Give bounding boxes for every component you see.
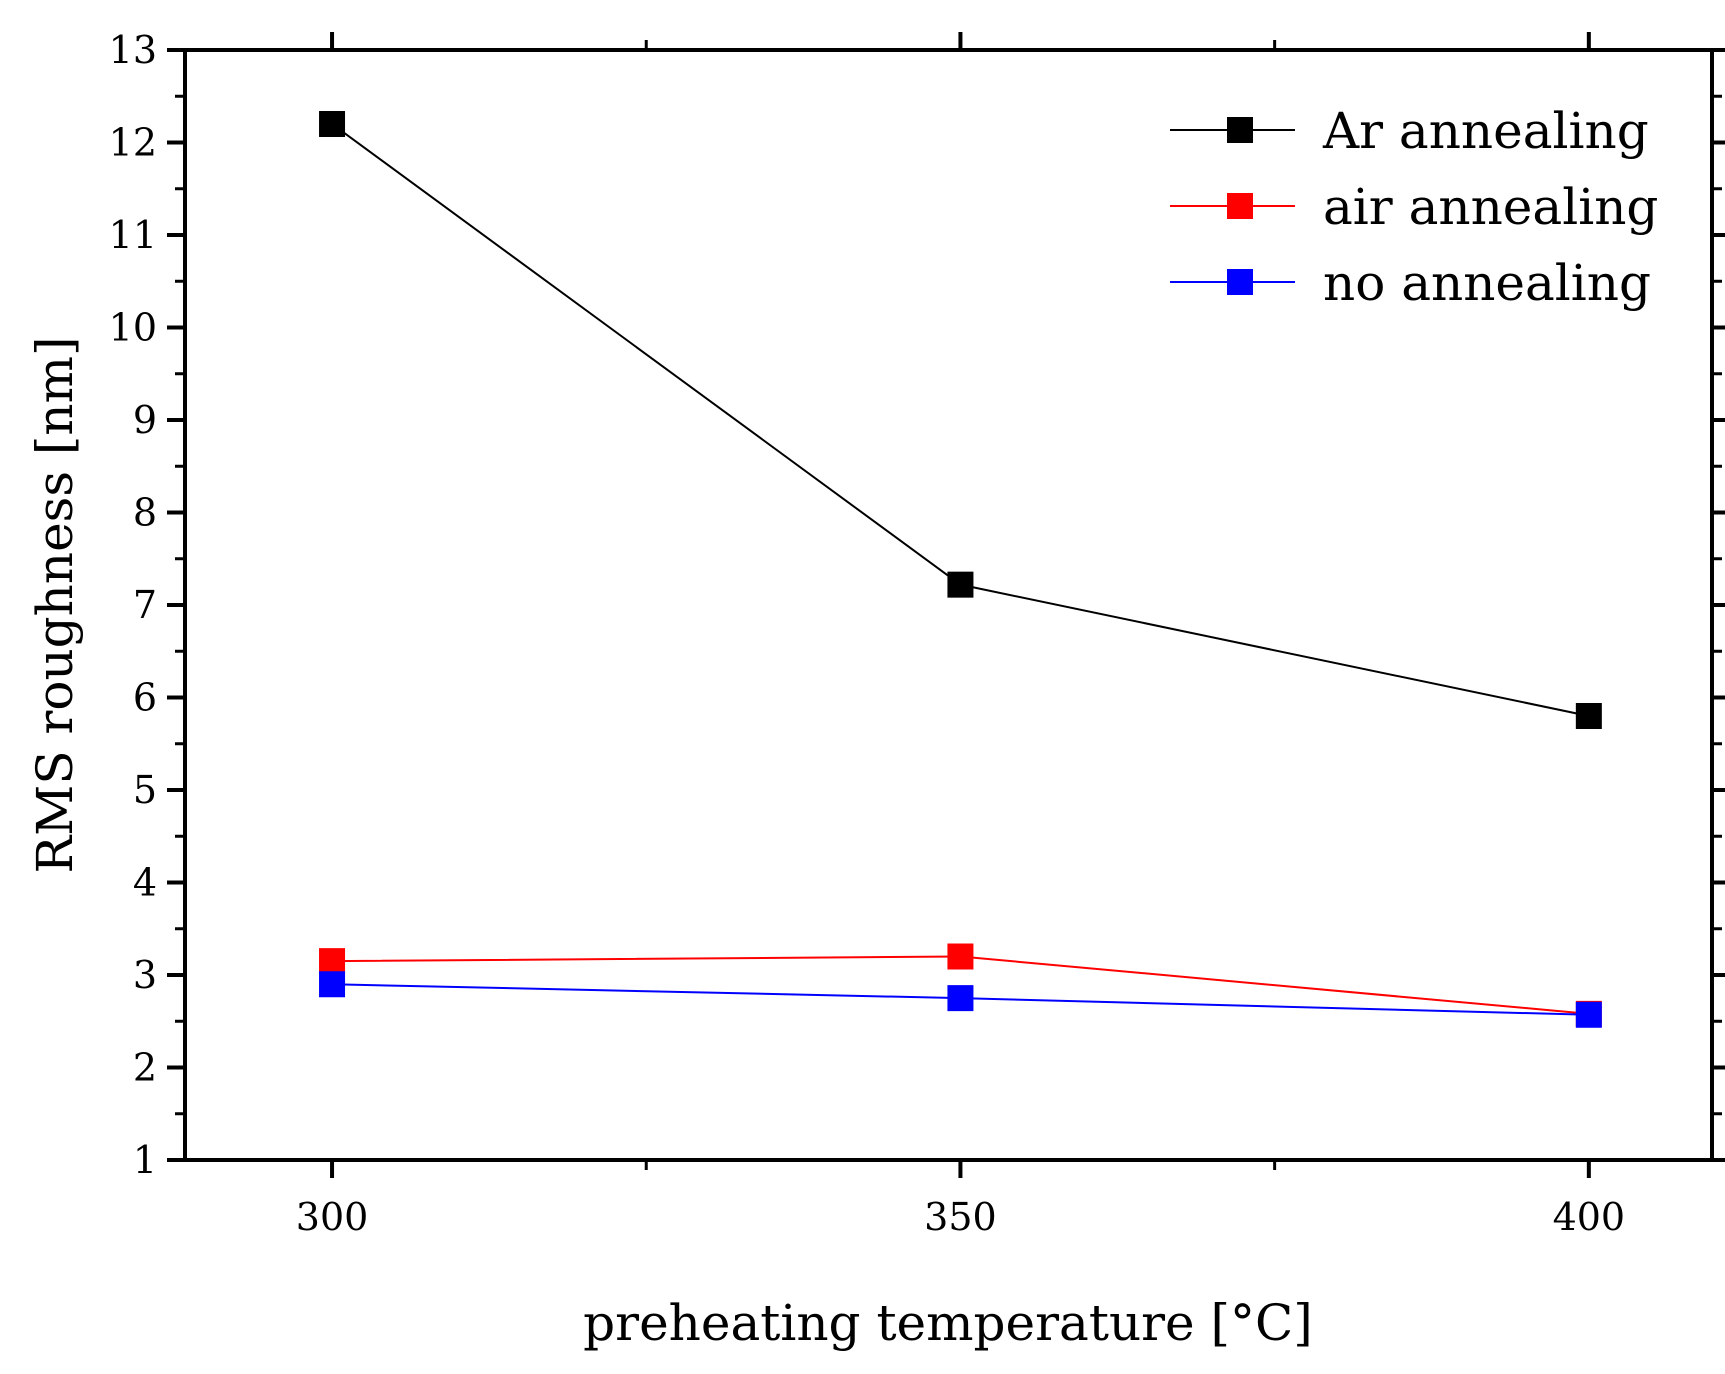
x-tick-label: 300: [296, 1195, 369, 1239]
y-tick-label: 12: [109, 121, 157, 165]
legend: Ar annealing air annealing no annealing: [1170, 102, 1658, 312]
data-point: [947, 985, 974, 1012]
axis-ticks: [167, 32, 1725, 1178]
legend-marker: [1227, 117, 1253, 143]
y-tick-label: 7: [133, 583, 157, 627]
series-group: [319, 111, 1602, 1028]
y-tick-label: 2: [133, 1046, 157, 1090]
legend-label: Ar annealing: [1322, 102, 1649, 160]
y-tick-label: 8: [133, 491, 157, 535]
legend-marker: [1227, 269, 1253, 295]
data-point: [947, 943, 974, 970]
y-tick-label: 4: [133, 861, 157, 905]
data-point: [1575, 1001, 1602, 1028]
y-tick-label: 6: [133, 676, 157, 720]
legend-label: air annealing: [1323, 178, 1658, 236]
data-point: [319, 111, 346, 137]
y-tick-label: 5: [133, 768, 157, 812]
x-axis-title: preheating temperature [°C]: [583, 1294, 1313, 1352]
legend-label: no annealing: [1323, 254, 1651, 312]
y-tick-label: 3: [133, 953, 157, 997]
y-tick-label: 11: [109, 213, 157, 257]
x-tick-label: 350: [924, 1195, 997, 1239]
data-point: [947, 571, 974, 598]
y-tick-label: 1: [133, 1138, 157, 1182]
x-tick-label: 400: [1553, 1195, 1626, 1239]
data-point: [319, 971, 346, 998]
y-axis-title: RMS roughness [nm]: [26, 336, 84, 873]
y-tick-label: 13: [109, 28, 157, 72]
data-point: [1575, 703, 1602, 729]
data-point: [319, 948, 346, 975]
legend-marker: [1227, 193, 1253, 219]
y-tick-label: 9: [133, 398, 157, 442]
y-tick-label: 10: [109, 306, 157, 350]
